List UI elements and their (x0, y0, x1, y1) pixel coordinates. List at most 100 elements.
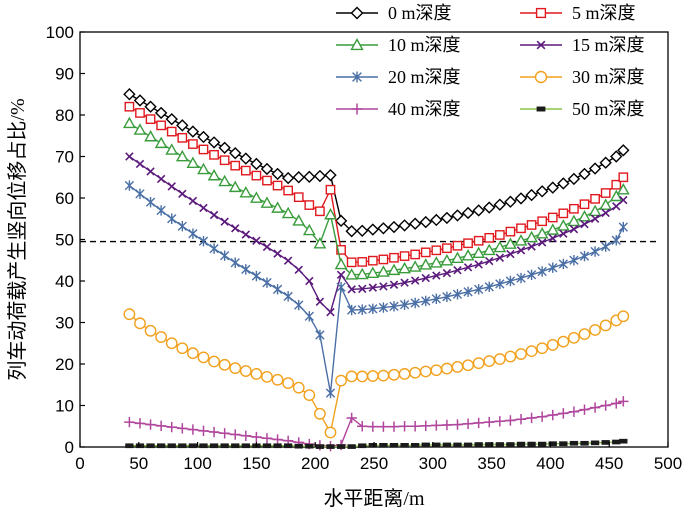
data-point (145, 419, 156, 430)
data-point (440, 211, 454, 225)
data-point (134, 418, 146, 429)
data-point (324, 168, 337, 182)
data-point (599, 198, 613, 210)
data-point (515, 348, 527, 360)
y-tick-label: 70 (55, 148, 74, 167)
x-tick-label: 50 (129, 454, 148, 473)
data-point (493, 240, 507, 253)
data-point (315, 329, 325, 341)
data-point (420, 247, 431, 258)
data-point (473, 417, 484, 429)
data-point (272, 284, 283, 295)
data-point (482, 243, 496, 256)
data-point (356, 224, 369, 237)
data-point (303, 389, 316, 402)
data-point (325, 184, 336, 195)
data-point (430, 364, 443, 377)
y-tick-label: 30 (55, 314, 74, 333)
data-point (230, 429, 241, 440)
data-point (431, 293, 441, 305)
data-point (350, 38, 364, 51)
data-point (568, 331, 580, 344)
data-point (516, 223, 526, 234)
data-point (579, 250, 590, 262)
data-point (366, 223, 380, 236)
data-point (527, 242, 536, 251)
data-point (463, 263, 473, 272)
data-point (229, 146, 242, 160)
data-point (536, 411, 548, 422)
data-point (569, 203, 579, 214)
data-point (188, 228, 198, 239)
data-point (326, 444, 335, 449)
legend-item: 40 m深度 (336, 99, 461, 119)
data-point (588, 204, 602, 217)
data-point (600, 400, 611, 411)
data-point (569, 255, 579, 266)
data-point (419, 258, 433, 270)
data-point (133, 123, 147, 135)
x-tick-label: 200 (301, 454, 329, 473)
data-point (239, 365, 252, 377)
data-point (462, 418, 474, 429)
data-point (336, 282, 346, 293)
x-tick-label: 100 (183, 454, 211, 473)
data-point (546, 181, 559, 194)
data-point (357, 304, 367, 315)
data-point (207, 136, 221, 149)
data-point (335, 374, 347, 387)
data-point (367, 255, 378, 266)
data-point (525, 188, 538, 202)
data-point (557, 177, 570, 190)
data-point (589, 402, 601, 413)
data-point (324, 207, 337, 220)
data-point (294, 265, 303, 275)
data-point (537, 238, 547, 247)
data-point (188, 196, 198, 206)
data-point (601, 440, 610, 445)
data-point (617, 310, 630, 323)
data-point (218, 358, 231, 371)
data-point (146, 443, 155, 449)
data-point (409, 366, 422, 379)
data-point (600, 188, 611, 198)
data-point (218, 141, 231, 154)
data-point (262, 175, 272, 186)
data-point (145, 196, 156, 208)
series-1 (123, 88, 630, 238)
data-point (250, 157, 263, 171)
data-point (325, 387, 336, 399)
data-point (197, 130, 210, 144)
data-point (599, 156, 612, 169)
data-point (271, 373, 284, 386)
y-tick-label: 50 (55, 231, 74, 250)
data-point (463, 442, 473, 448)
data-point (198, 144, 209, 155)
data-point (387, 263, 401, 276)
data-point (534, 70, 548, 84)
data-point (378, 302, 389, 313)
data-point (229, 362, 242, 375)
data-point (472, 357, 485, 370)
legend-item: 10 m深度 (336, 35, 461, 55)
data-point (590, 246, 600, 257)
data-point (506, 442, 515, 447)
data-point (155, 331, 168, 343)
data-point (410, 276, 420, 285)
data-point (535, 7, 547, 19)
data-point (388, 368, 400, 381)
data-point (352, 71, 362, 83)
data-point (260, 196, 274, 208)
data-point (367, 421, 379, 432)
data-point (220, 217, 229, 226)
data-point (313, 237, 327, 249)
data-point (368, 443, 377, 448)
data-point (282, 377, 295, 389)
data-point (409, 421, 421, 432)
data-point (388, 421, 400, 432)
data-point (578, 167, 591, 181)
data-point (616, 183, 630, 195)
data-point (144, 100, 157, 113)
data-point (336, 245, 346, 255)
data-point (302, 223, 316, 236)
